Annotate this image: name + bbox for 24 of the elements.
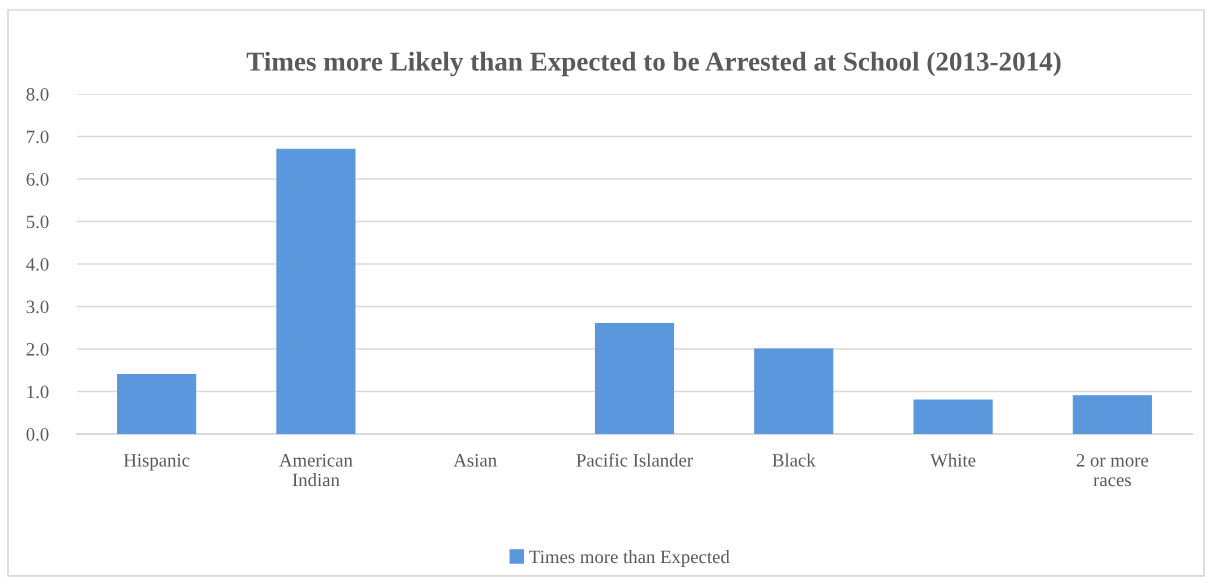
x-tick-label: Asian [453,454,497,467]
y-tick-label: 7.0 [27,130,49,144]
x-tick-label: Pacific Islander [576,453,693,467]
chart-title: Times more Likely than Expected to be Arrested at School (2013-2014) [246,51,1061,77]
y-tick-label: 1.0 [27,385,49,399]
y-tick-label: 4.0 [26,258,49,271]
y-tick-label: 3.0 [26,300,49,314]
x-tick-label: Black [772,453,816,467]
bar [594,322,675,434]
bar [1072,395,1152,434]
y-tick-label: 8.0 [26,88,49,101]
bar [276,148,356,434]
x-tick-label: American Indian [279,454,353,487]
bar [117,373,197,434]
bar [754,348,834,434]
x-tick-label: White [930,453,976,467]
y-tick-label: 0.0 [26,428,49,441]
y-tick-label: 2.0 [26,343,49,356]
x-tick-label: Hispanic [123,454,190,471]
y-tick-label: 5.0 [26,215,49,229]
y-tick-label: 6.0 [26,173,49,186]
legend-label: Times more than Expected [529,549,730,567]
bar [913,399,993,434]
x-tick-label: 2 or more races [1076,454,1149,487]
